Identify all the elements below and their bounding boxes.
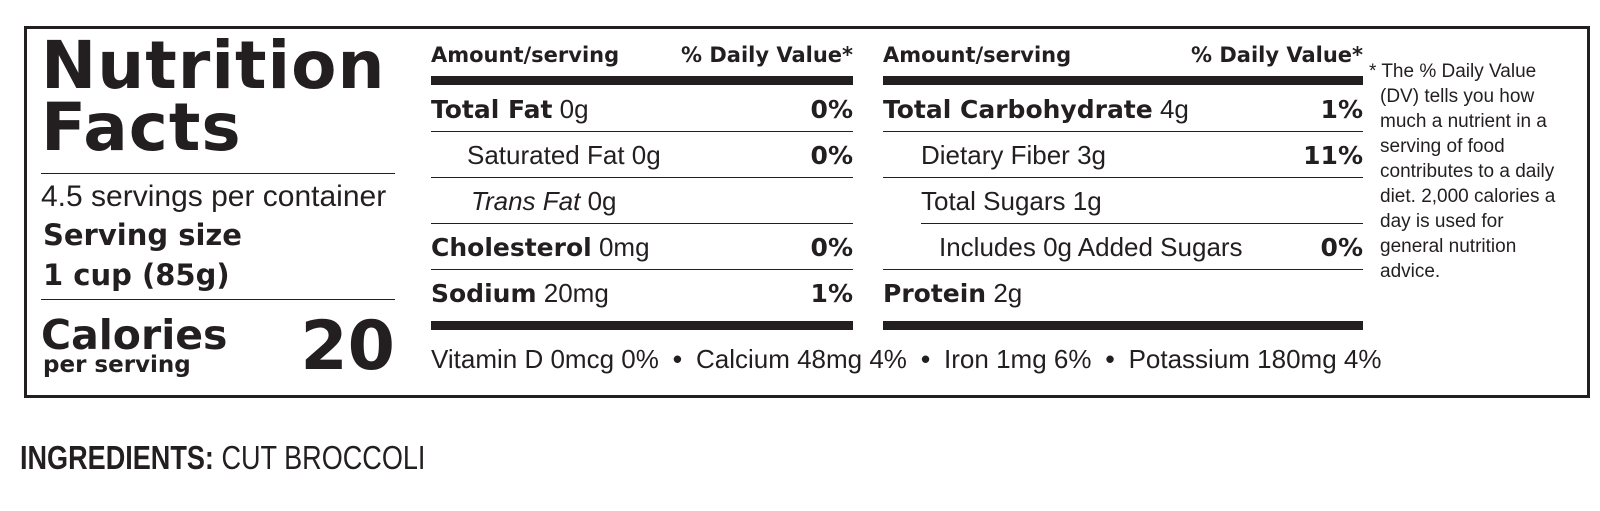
separator-dot: • <box>1105 344 1115 374</box>
row-divider <box>883 131 1363 132</box>
nutrient-amount: 0g <box>587 186 617 216</box>
row-divider <box>883 269 1363 270</box>
calories-value: 20 <box>300 307 395 386</box>
nutrient-table-right: Amount/serving % Daily Value* Total Carb… <box>883 37 1363 333</box>
daily-value-header: % Daily Value* <box>1191 43 1363 67</box>
amount-per-serving-header: Amount/serving <box>431 43 620 67</box>
servings-per-container: 4.5 servings per container <box>41 180 387 213</box>
nutrient-row: Includes 0g Added Sugars 0% <box>883 225 1363 270</box>
nutrient-name: Includes 0g Added Sugars <box>939 232 1243 262</box>
row-divider <box>431 177 853 178</box>
daily-value-header: % Daily Value* <box>681 43 853 67</box>
nutrient-daily-value-percent: 11% <box>1303 141 1363 170</box>
calories-per-serving-label: per serving <box>43 352 191 378</box>
title-divider <box>41 173 395 174</box>
nutrient-name: Dietary Fiber <box>921 140 1070 170</box>
nutrient-row: Dietary Fiber 3g 11% <box>883 133 1363 178</box>
nutrient-row: Protein 2g <box>883 271 1363 316</box>
nutrient-daily-value-percent: 0% <box>1320 233 1363 262</box>
table-header: Amount/serving % Daily Value* <box>431 37 853 73</box>
nutrient-amount: 0mg <box>598 232 650 262</box>
nutrient-daily-value-percent: 1% <box>1320 95 1363 124</box>
row-divider <box>431 131 853 132</box>
daily-value-footnote: * The % Daily Value (DV) tells you how m… <box>1369 61 1556 282</box>
nutrient-row: Cholesterol 0mg 0% <box>431 225 853 270</box>
thick-rule <box>431 321 853 330</box>
nutrient-amount: 20mg <box>543 278 609 308</box>
nutrient-amount: 3g <box>1077 140 1106 170</box>
nutrient-daily-value-percent: 0% <box>810 141 853 170</box>
serving-divider <box>41 299 395 300</box>
nutrient-amount: 2g <box>993 278 1023 308</box>
ingredients-value: CUT BROCCOLI <box>221 439 426 476</box>
nutrient-name: Total Carbohydrate <box>883 95 1153 124</box>
nutrient-name: Trans Fat <box>471 186 581 216</box>
nutrient-table-left: Amount/serving % Daily Value* Total Fat … <box>431 37 853 333</box>
ingredients-statement: INGREDIENTS: CUT BROCCOLI <box>20 438 425 478</box>
nutrient-row: Total Sugars 1g <box>883 179 1363 224</box>
row-divider <box>431 269 853 270</box>
nutrient-row: Total Carbohydrate 4g 1% <box>883 87 1363 132</box>
nutrient-name: Total Fat <box>431 95 553 124</box>
serving-size-label: Serving size <box>43 218 242 252</box>
nutrition-facts-title: Nutrition Facts <box>41 33 401 161</box>
row-divider <box>431 223 853 224</box>
nutrient-name: Total Sugars <box>921 186 1066 216</box>
nutrient-daily-value-percent: 0% <box>810 233 853 262</box>
separator-dot: • <box>920 344 931 374</box>
nutrient-row: Saturated Fat 0g 0% <box>431 133 853 178</box>
thick-rule <box>431 76 853 85</box>
nutrient-row: Trans Fat 0g <box>431 179 853 224</box>
vitamins-minerals-line: Vitamin D 0mcg 0% • Calcium 48mg 4% • Iron 1… <box>431 341 1381 377</box>
nutrient-name: Cholesterol <box>431 233 592 262</box>
nutrient-amount: 4g <box>1159 94 1189 124</box>
separator-dot: • <box>672 344 682 374</box>
row-divider <box>883 177 1363 178</box>
title-line-1: Nutrition <box>41 27 386 104</box>
nutrient-name: Protein <box>883 279 987 308</box>
vitamin-mineral-item: Potassium 180mg 4% <box>1128 344 1382 374</box>
vitamin-mineral-item: Iron 1mg 6% <box>944 344 1092 374</box>
nutrient-daily-value-percent: 1% <box>810 279 853 308</box>
table-header: Amount/serving % Daily Value* <box>883 37 1363 73</box>
row-divider <box>921 223 1363 224</box>
nutrient-amount: 0g <box>559 94 589 124</box>
nutrient-daily-value-percent: 0% <box>810 95 853 124</box>
title-line-2: Facts <box>41 89 242 166</box>
amount-per-serving-header: Amount/serving <box>883 43 1072 67</box>
serving-size-value: 1 cup (85g) <box>43 258 230 292</box>
nutrition-facts-panel: Nutrition Facts 4.5 servings per contain… <box>24 26 1590 398</box>
vitamin-mineral-item: Vitamin D 0mcg 0% <box>431 344 659 374</box>
thick-rule <box>883 321 1363 330</box>
ingredients-label: INGREDIENTS: <box>20 439 214 476</box>
nutrient-name: Sodium <box>431 279 537 308</box>
thick-rule <box>883 76 1363 85</box>
nutrient-amount: 1g <box>1072 186 1102 216</box>
nutrient-row: Sodium 20mg 1% <box>431 271 853 316</box>
nutrient-row: Total Fat 0g 0% <box>431 87 853 132</box>
vitamin-mineral-item: Calcium 48mg 4% <box>695 344 907 374</box>
calories-label: Calories <box>41 311 228 359</box>
nutrient-amount: 0g <box>631 140 661 170</box>
nutrient-name: Saturated Fat <box>467 140 625 170</box>
